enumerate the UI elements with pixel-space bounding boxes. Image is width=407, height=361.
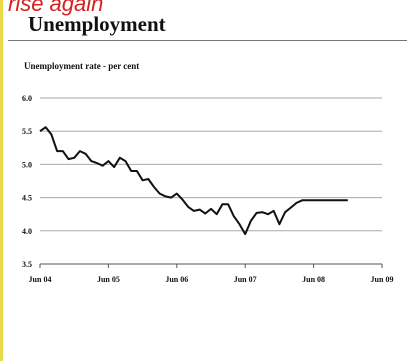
x-tick-label: Jun 09 (371, 275, 394, 284)
title-divider (8, 40, 407, 41)
slide-caption: rise again (8, 0, 104, 16)
x-tick-label: Jun 05 (97, 275, 120, 284)
y-tick-label: 4.5 (22, 194, 32, 203)
x-tick-label: Jun 04 (29, 275, 52, 284)
left-accent-stripe (0, 0, 3, 361)
y-tick-label: 4.0 (22, 227, 32, 236)
chart-title: Unemployment (28, 12, 166, 36)
y-tick-label: 6.0 (22, 94, 32, 103)
x-tick-label: Jun 06 (165, 275, 188, 284)
y-tick-label: 5.0 (22, 160, 32, 169)
chart-subtitle: Unemployment rate - per cent (24, 61, 140, 71)
y-tick-label: 5.5 (22, 127, 32, 136)
x-tick-label: Jun 07 (234, 275, 257, 284)
series-line (39, 126, 348, 236)
x-tick-label: Jun 08 (302, 275, 325, 284)
y-tick-label: 3.5 (22, 260, 32, 269)
